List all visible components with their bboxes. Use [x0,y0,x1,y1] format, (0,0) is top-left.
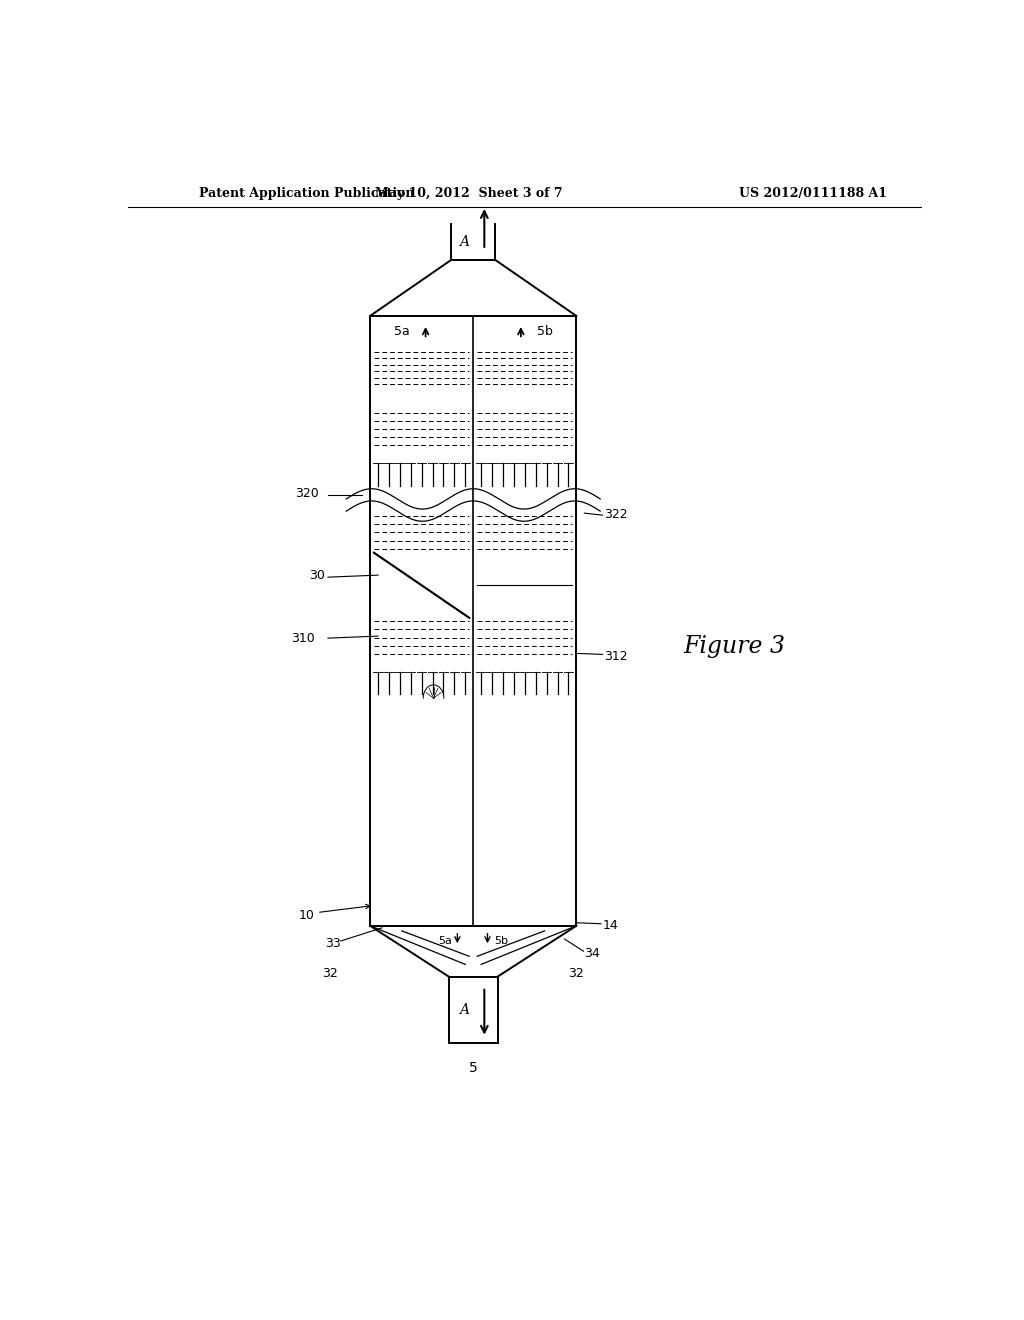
Text: 5b: 5b [537,325,553,338]
Text: 5a: 5a [394,325,410,338]
Text: A: A [460,1003,469,1016]
Text: US 2012/0111188 A1: US 2012/0111188 A1 [739,187,887,201]
Text: 310: 310 [292,632,315,644]
Text: Figure 3: Figure 3 [684,635,785,657]
Text: 322: 322 [604,508,628,520]
Text: 32: 32 [568,968,585,979]
Text: 5a: 5a [437,936,452,946]
Text: 34: 34 [585,946,600,960]
Text: 32: 32 [323,968,338,979]
Text: Patent Application Publication: Patent Application Publication [200,187,415,201]
Text: A: A [460,235,469,249]
Text: 33: 33 [325,937,341,949]
Text: 30: 30 [309,569,325,582]
Text: 10: 10 [299,909,314,923]
Text: 312: 312 [604,649,628,663]
Text: 5b: 5b [494,936,508,946]
Text: 5: 5 [469,1061,477,1074]
Text: 320: 320 [295,487,318,500]
Text: 14: 14 [603,919,618,932]
Text: May 10, 2012  Sheet 3 of 7: May 10, 2012 Sheet 3 of 7 [376,187,563,201]
